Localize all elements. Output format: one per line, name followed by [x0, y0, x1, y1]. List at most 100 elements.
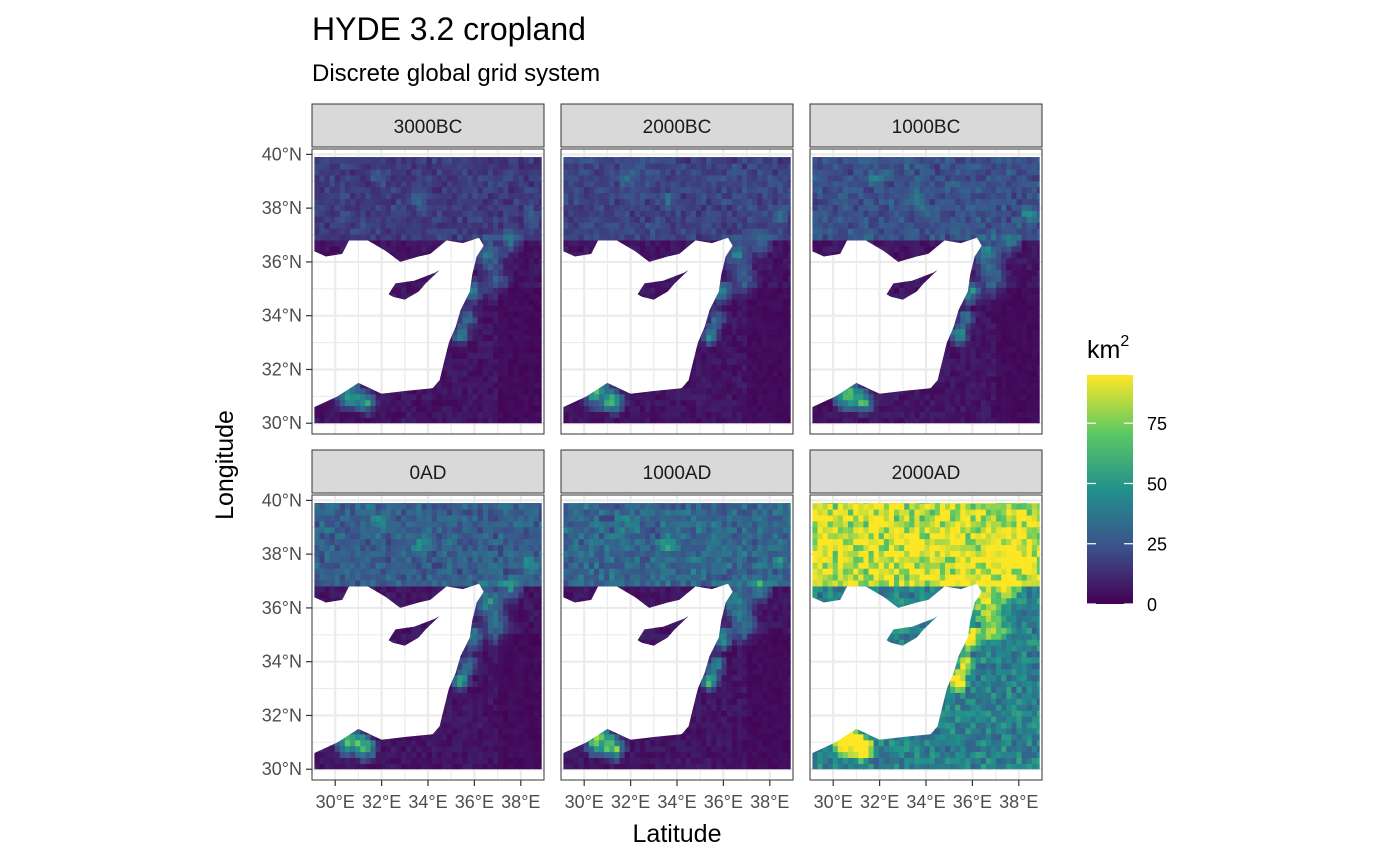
grid-cell	[538, 393, 542, 401]
facet-panel-1000BC: 1000BC	[809, 103, 1043, 435]
grid-cell	[675, 157, 682, 164]
grid-cell	[772, 228, 779, 235]
grid-cell	[629, 417, 636, 424]
grid-cell	[696, 381, 702, 389]
grid-cell	[832, 393, 839, 401]
grid-cell	[503, 316, 509, 324]
grid-cell	[752, 239, 758, 247]
grid-cell	[467, 370, 474, 377]
grid-cell	[711, 299, 717, 306]
grid-cell	[493, 157, 499, 164]
grid-cell	[493, 251, 499, 259]
grid-cell	[457, 399, 463, 407]
grid-cell	[721, 304, 728, 312]
grid-cell	[604, 198, 610, 205]
grid-cell	[493, 299, 499, 306]
grid-cell	[578, 239, 585, 247]
grid-cell	[767, 204, 774, 211]
grid-cell	[690, 192, 697, 200]
grid-cell	[370, 157, 377, 158]
grid-cell	[462, 210, 468, 217]
grid-cell	[472, 340, 479, 347]
grid-cell	[782, 334, 789, 341]
grid-cell	[670, 204, 677, 211]
grid-cell	[538, 263, 542, 270]
grid-cell	[477, 393, 484, 401]
grid-cell	[1036, 411, 1040, 418]
grid-cell	[401, 163, 407, 170]
grid-cell	[782, 405, 789, 412]
grid-cell	[1026, 340, 1033, 347]
grid-cell	[1016, 364, 1023, 371]
grid-cell	[782, 222, 789, 229]
grid-cell	[960, 340, 966, 347]
grid-cell	[513, 328, 520, 336]
grid-cell	[777, 393, 784, 401]
grid-cell	[416, 281, 423, 288]
grid-cell	[319, 157, 326, 158]
grid-cell	[365, 234, 372, 241]
grid-cell	[487, 216, 494, 223]
grid-cell	[980, 370, 987, 377]
grid-cell	[991, 387, 997, 395]
grid-cell	[690, 411, 697, 418]
grid-cell	[767, 334, 774, 341]
grid-cell	[752, 281, 758, 288]
grid-cell	[1001, 417, 1007, 424]
grid-cell	[498, 186, 504, 194]
grid-cell	[767, 245, 774, 253]
grid-cell	[716, 328, 723, 336]
grid-cell	[772, 180, 779, 188]
grid-cell	[457, 157, 463, 158]
grid-cell	[675, 204, 682, 211]
grid-cell	[416, 186, 423, 194]
grid-cell	[319, 157, 326, 164]
grid-cell	[503, 310, 509, 318]
grid-cell	[939, 417, 946, 424]
grid-cell	[406, 198, 412, 205]
grid-cell	[467, 287, 474, 294]
grid-cell	[965, 381, 972, 389]
grid-cell	[533, 352, 540, 359]
grid-cell	[888, 411, 895, 418]
grid-cell	[436, 174, 443, 182]
grid-cell	[726, 405, 733, 412]
grid-cell	[319, 168, 326, 176]
grid-cell	[518, 346, 525, 353]
grid-cell	[431, 180, 438, 188]
grid-cell	[883, 399, 890, 407]
grid-cell	[762, 411, 769, 418]
grid-cell	[355, 222, 361, 229]
grid-cell	[533, 322, 540, 330]
grid-cell	[965, 417, 972, 424]
grid-cell	[655, 204, 661, 211]
grid-cell	[314, 228, 320, 235]
grid-cell	[1001, 334, 1007, 341]
grid-cell	[716, 157, 723, 164]
grid-cell	[1006, 381, 1012, 389]
grid-cell	[477, 399, 484, 407]
grid-cell	[462, 358, 468, 365]
grid-cell	[498, 157, 504, 164]
grid-cell	[344, 186, 351, 194]
grid-cell	[528, 358, 535, 365]
grid-cell	[426, 417, 433, 424]
grid-cell	[945, 381, 951, 389]
grid-cell	[604, 168, 610, 176]
grid-cell	[731, 322, 738, 330]
grid-cell	[319, 180, 326, 188]
grid-cell	[588, 210, 595, 217]
grid-cell	[629, 222, 636, 229]
grid-cell	[503, 381, 509, 389]
grid-cell	[980, 358, 987, 365]
grid-cell	[329, 204, 336, 211]
grid-cell	[401, 251, 407, 259]
grid-cell	[508, 245, 514, 253]
grid-cell	[660, 281, 666, 288]
grid-cell	[706, 375, 712, 383]
grid-cell	[447, 234, 453, 241]
grid-cell	[909, 387, 915, 395]
grid-cell	[970, 322, 977, 330]
grid-cell	[508, 163, 514, 170]
grid-cell	[680, 198, 687, 205]
